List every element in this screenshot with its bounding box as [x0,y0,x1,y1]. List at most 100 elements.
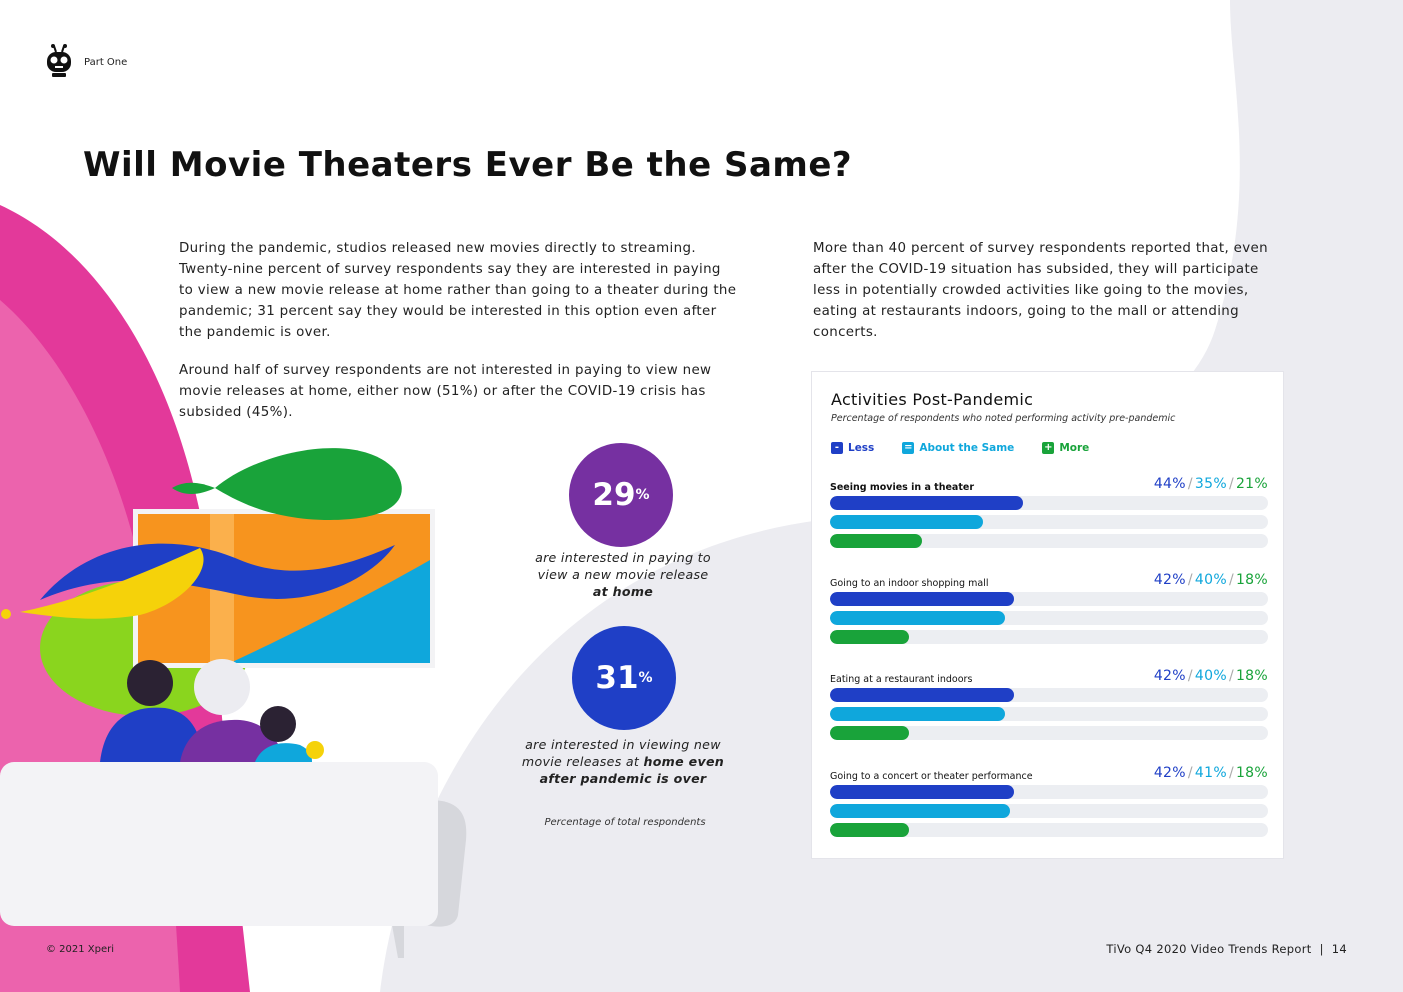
popcorn [306,741,324,759]
bar-track-less [830,785,1268,799]
activity-values: 42%/41%/18% [1154,765,1268,781]
footer-report-title: TiVo Q4 2020 Video Trends Report [1106,942,1312,956]
bar-same [830,804,1010,818]
bar-more [830,534,922,548]
bar-more [830,823,909,837]
chart-legend: - Less = About the Same + More [831,442,1089,454]
value-label-less: 42% [1153,765,1186,781]
value-label-more: 18% [1235,668,1268,684]
stat-29-unit: % [635,487,650,503]
bar-more [830,630,909,644]
paragraph-not-interested: Around half of survey respondents are no… [179,363,712,420]
value-separator: / [1228,572,1234,588]
bar-same [830,515,984,529]
stat-29-caption-bold: at home [592,584,654,599]
legend-label-same: About the Same [919,442,1015,454]
yellow-dot [1,609,11,619]
footer-page-number: 14 [1331,942,1347,956]
stat-29-value: 29 [592,477,636,513]
value-label-same: 41% [1194,765,1227,781]
bar-track-less [830,496,1268,510]
activity-label: Seeing movies in a theater [830,482,975,493]
legend-item-less: - Less [831,442,874,454]
footer-report: TiVo Q4 2020 Video Trends Report | 14 [1106,942,1347,956]
stat-29-caption-text: are interested in paying to view a new m… [535,550,711,582]
stats-footnote: Percentage of total respondents [544,817,706,828]
stat-31-circle: 31% [572,626,676,730]
activity-values: 44%/35%/21% [1154,476,1268,492]
stat-29-caption: are interested in paying to view a new m… [518,549,728,600]
bar-less [830,688,1014,702]
bar-track-more [830,534,1268,548]
tivo-robot-icon [47,44,71,77]
value-label-less: 42% [1153,668,1186,684]
bar-less [830,592,1014,606]
bar-track-more [830,630,1268,644]
blue-wave [40,543,395,600]
legend-label-less: Less [848,442,875,454]
section-label: Part One [84,56,128,68]
legend-item-more: + More [1042,442,1089,454]
legend-swatch-more: + [1042,442,1055,454]
value-label-less: 42% [1153,572,1186,588]
activities-chart-panel: Activities Post-Pandemic Percentage of r… [811,371,1284,859]
legend-label-more: More [1059,442,1090,454]
person-2-head [194,659,250,715]
paragraph-streaming-intro: During the pandemic, studios released ne… [179,241,737,340]
bar-same [830,611,1006,625]
stat-31-caption-text: are interested in viewing new movie rele… [521,737,721,769]
value-separator: / [1228,476,1234,492]
stat-31-value: 31 [595,660,639,696]
bar-track-same [830,804,1268,818]
activity-group: Eating at a restaurant indoors 42%/40%/18… [830,668,1268,748]
footer-divider: | [1319,942,1324,956]
activity-group: Going to a concert or theater performanc… [830,765,1268,845]
bar-less [830,785,1014,799]
footer-copyright: © 2021 Xperi [46,944,115,955]
value-label-more: 18% [1235,572,1268,588]
activity-values: 42%/40%/18% [1154,668,1268,684]
bar-same [830,707,1006,721]
bar-more [830,726,909,740]
bar-track-more [830,823,1268,837]
value-separator: / [1187,668,1193,684]
value-separator: / [1228,765,1234,781]
green-leaf [215,448,402,520]
page-title: Will Movie Theaters Ever Be the Same? [83,145,853,185]
bar-track-same [830,515,1268,529]
green-leaf-tail [172,482,215,495]
value-separator: / [1187,765,1193,781]
value-label-same: 40% [1194,668,1227,684]
chart-subtitle: Percentage of respondents who noted perf… [831,413,1176,424]
activity-label: Eating at a restaurant indoors [830,674,973,685]
value-label-same: 35% [1194,476,1227,492]
value-separator: / [1187,476,1193,492]
value-label-less: 44% [1153,476,1186,492]
stat-31-caption: are interested in viewing new movie rele… [513,736,733,787]
value-label-more: 18% [1235,765,1268,781]
activity-label: Going to a concert or theater performanc… [830,771,1033,782]
person-3-head [260,706,296,742]
activity-label: Going to an indoor shopping mall [830,578,989,589]
couch-seat [0,762,438,926]
value-separator: / [1187,572,1193,588]
legend-swatch-less: - [831,442,843,454]
bar-track-same [830,611,1268,625]
bar-track-same [830,707,1268,721]
bar-track-more [830,726,1268,740]
bar-less [830,496,1023,510]
brand-header: Part One [44,44,127,80]
value-label-same: 40% [1194,572,1227,588]
stat-31-unit: % [638,670,653,686]
chart-title: Activities Post-Pandemic [831,390,1034,409]
value-label-more: 21% [1235,476,1268,492]
stat-29-circle: 29% [569,443,673,547]
bar-track-less [830,688,1268,702]
value-separator: / [1228,668,1234,684]
activity-group: Seeing movies in a theater 44%/35%/21% [830,476,1268,556]
activity-values: 42%/40%/18% [1154,572,1268,588]
paragraph-crowded-activities: More than 40 percent of survey responden… [813,241,1268,340]
stat-31-caption-bold: home even after pandemic is over [539,754,725,786]
person-1-head [127,660,173,706]
person-1-body [100,707,205,762]
